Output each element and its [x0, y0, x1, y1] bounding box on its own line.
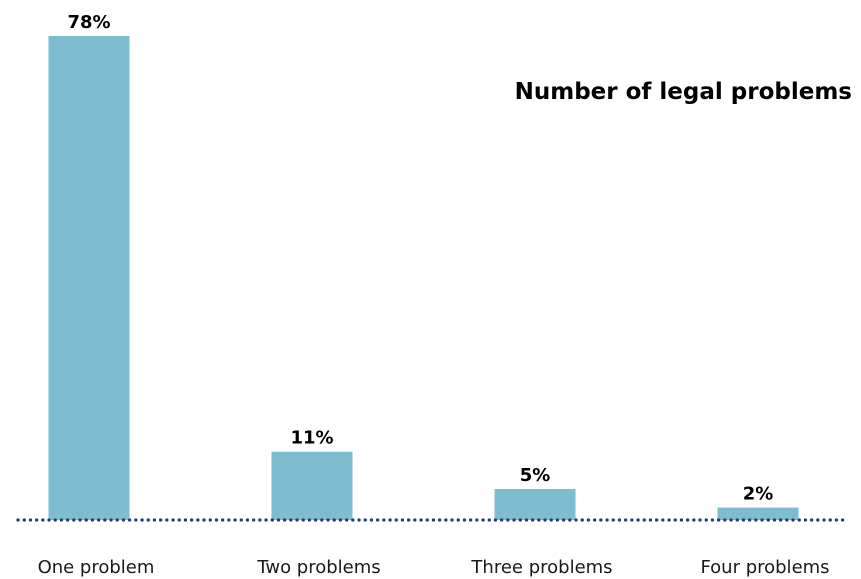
value-label-three-problems: 5%	[520, 465, 551, 486]
chart-title: Number of legal problems	[515, 79, 852, 105]
bar-three-problems	[494, 488, 576, 520]
bar-two-problems	[271, 451, 353, 520]
value-labels-group: 78% 11% 5% 2%	[67, 12, 773, 505]
category-label-three-problems: Three problems	[470, 557, 612, 578]
value-label-one-problem: 78%	[67, 12, 110, 33]
bar-one-problem	[48, 36, 130, 520]
category-label-four-problems: Four problems	[700, 557, 829, 578]
bar-four-problems	[717, 507, 799, 520]
bars-group	[48, 36, 799, 520]
category-label-one-problem: One problem	[38, 557, 155, 578]
value-label-two-problems: 11%	[290, 428, 333, 449]
category-label-two-problems: Two problems	[256, 557, 380, 578]
value-label-four-problems: 2%	[743, 484, 774, 505]
category-labels-group: One problem Two problems Three problems Fou…	[38, 557, 830, 578]
